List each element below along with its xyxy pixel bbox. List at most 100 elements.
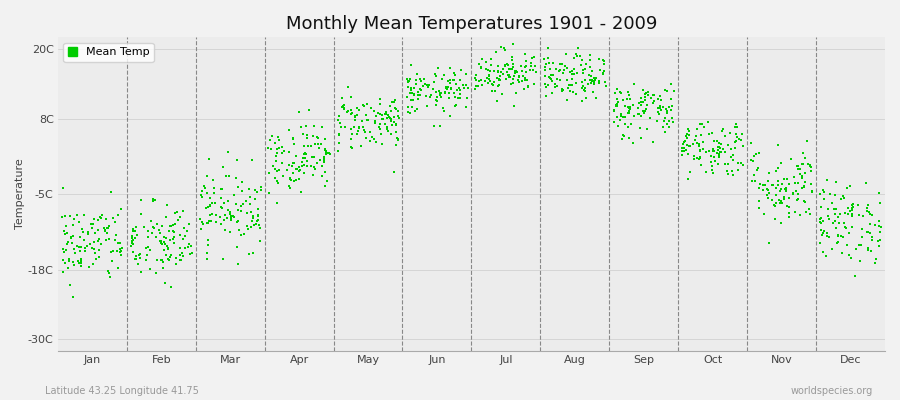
Point <box>168 220 183 227</box>
Point <box>576 70 590 76</box>
Point <box>308 140 322 147</box>
Point <box>820 230 834 236</box>
Point <box>173 244 187 251</box>
Point <box>574 62 589 68</box>
Point <box>132 255 147 261</box>
Point <box>789 162 804 169</box>
Point <box>220 149 235 155</box>
Text: worldspecies.org: worldspecies.org <box>791 386 873 396</box>
Point <box>693 146 707 153</box>
Point <box>104 189 118 195</box>
Point <box>382 114 397 120</box>
Point <box>680 142 695 148</box>
Point <box>865 212 879 218</box>
Point <box>286 141 301 147</box>
Point <box>58 230 73 237</box>
Point <box>492 77 507 83</box>
Point <box>434 93 448 100</box>
Point <box>842 230 856 236</box>
Point <box>704 152 718 159</box>
Point <box>297 151 311 158</box>
Point <box>283 185 297 192</box>
Point <box>114 206 129 212</box>
Point <box>510 69 525 75</box>
Point <box>389 128 403 135</box>
Point <box>115 244 130 251</box>
Point <box>86 260 101 267</box>
Point <box>829 179 843 185</box>
Point <box>803 162 817 168</box>
Point <box>680 131 694 137</box>
Point <box>359 112 374 118</box>
Point <box>158 252 173 258</box>
Point <box>400 76 414 82</box>
Point <box>779 188 794 194</box>
Point <box>371 110 385 116</box>
Point <box>143 247 157 253</box>
Point <box>693 148 707 154</box>
Point <box>712 154 726 160</box>
Point <box>676 140 690 147</box>
Point <box>797 178 812 185</box>
Point <box>58 223 73 230</box>
Point <box>364 128 378 135</box>
Point <box>499 76 513 83</box>
Point <box>336 103 350 110</box>
Point <box>158 234 172 240</box>
Point <box>493 44 508 50</box>
Point <box>823 191 837 198</box>
Point <box>832 220 846 226</box>
Point <box>380 126 394 132</box>
Point <box>773 200 788 206</box>
Point <box>616 132 630 138</box>
Point <box>433 90 447 96</box>
Point <box>54 214 68 220</box>
Point <box>250 218 265 224</box>
Point <box>555 87 570 93</box>
Point <box>285 170 300 176</box>
Point <box>109 232 123 238</box>
Point <box>373 121 387 127</box>
Point <box>718 161 733 167</box>
Point <box>172 232 186 238</box>
Point <box>411 89 426 95</box>
Point <box>400 109 415 115</box>
Point <box>229 201 243 208</box>
Point <box>182 241 196 247</box>
Point <box>598 83 613 90</box>
Point <box>500 62 515 68</box>
Point <box>771 164 786 171</box>
Point <box>520 76 535 83</box>
Point <box>164 283 178 290</box>
Point <box>150 221 165 227</box>
Point <box>472 78 486 84</box>
Point <box>761 195 776 201</box>
Point <box>831 239 845 246</box>
Point <box>730 134 744 140</box>
Point <box>332 132 347 138</box>
Point <box>270 146 284 152</box>
Point <box>447 102 462 109</box>
Point <box>427 79 441 86</box>
Point <box>418 80 432 87</box>
Point <box>734 160 748 167</box>
Point <box>140 244 155 250</box>
Point <box>804 180 818 187</box>
Point <box>428 71 443 78</box>
Point <box>492 82 507 88</box>
Point <box>306 133 320 139</box>
Point <box>663 80 678 87</box>
Point <box>163 254 177 260</box>
Point <box>596 70 610 76</box>
Point <box>379 109 393 115</box>
Point <box>585 89 599 95</box>
Point <box>349 105 364 111</box>
Point <box>579 95 593 102</box>
Point <box>400 93 414 100</box>
Point <box>868 222 882 228</box>
Point <box>714 141 728 147</box>
Point <box>139 244 153 251</box>
Point <box>156 265 170 271</box>
Point <box>570 53 584 60</box>
Point <box>459 82 473 88</box>
